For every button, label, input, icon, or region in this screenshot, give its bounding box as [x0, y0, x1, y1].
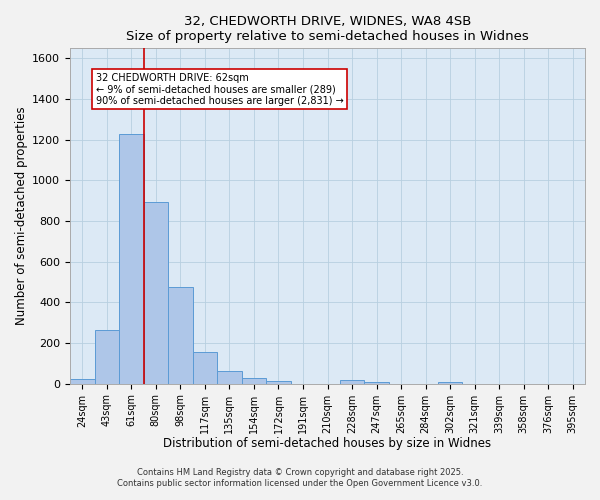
Bar	[119, 134, 143, 384]
Bar	[266, 380, 291, 384]
Title: 32, CHEDWORTH DRIVE, WIDNES, WA8 4SB
Size of property relative to semi-detached : 32, CHEDWORTH DRIVE, WIDNES, WA8 4SB Siz…	[126, 15, 529, 43]
Bar	[242, 378, 266, 384]
Bar	[95, 330, 119, 384]
Text: 32 CHEDWORTH DRIVE: 62sqm
← 9% of semi-detached houses are smaller (289)
90% of : 32 CHEDWORTH DRIVE: 62sqm ← 9% of semi-d…	[96, 72, 344, 106]
Bar	[143, 202, 168, 384]
Y-axis label: Number of semi-detached properties: Number of semi-detached properties	[15, 106, 28, 326]
Bar	[340, 380, 364, 384]
Bar	[193, 352, 217, 384]
Text: Contains HM Land Registry data © Crown copyright and database right 2025.
Contai: Contains HM Land Registry data © Crown c…	[118, 468, 482, 487]
Bar	[438, 382, 463, 384]
Bar	[70, 378, 95, 384]
X-axis label: Distribution of semi-detached houses by size in Widnes: Distribution of semi-detached houses by …	[163, 437, 491, 450]
Bar	[217, 370, 242, 384]
Bar	[364, 382, 389, 384]
Bar	[168, 287, 193, 384]
